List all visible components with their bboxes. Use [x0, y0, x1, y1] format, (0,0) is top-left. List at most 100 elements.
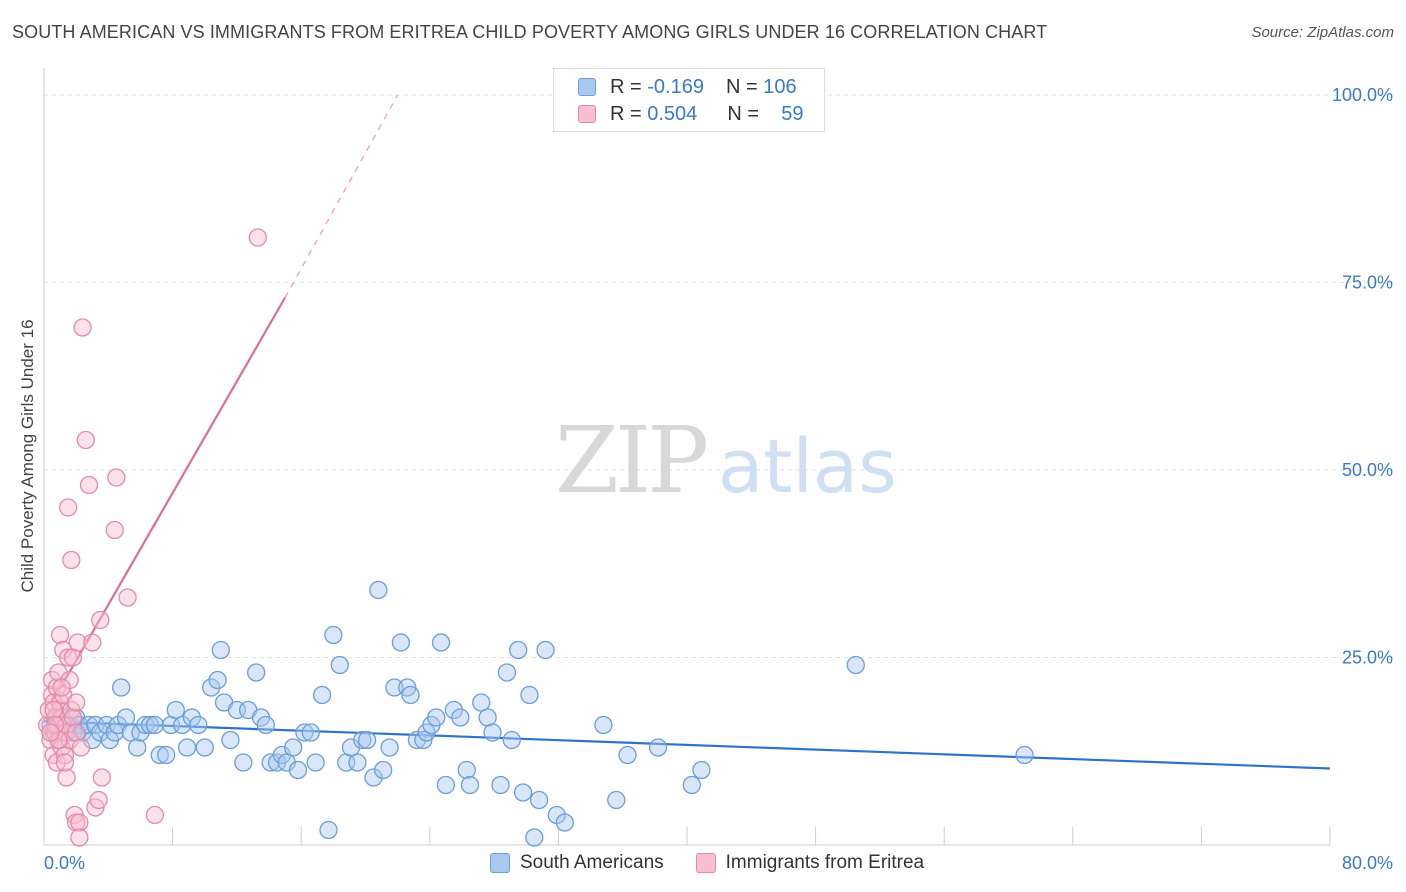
- axes: [43, 68, 1331, 846]
- point-south-americans: [607, 790, 626, 810]
- point-eritrea: [52, 678, 71, 697]
- point-south-americans: [353, 730, 372, 750]
- point-south-americans: [112, 678, 131, 697]
- trend-line-eritrea: [51, 296, 287, 704]
- point-south-americans: [682, 775, 701, 795]
- point-south-americans: [140, 715, 160, 735]
- legend-r-value: 0.504: [647, 102, 698, 125]
- point-eritrea: [145, 805, 165, 825]
- gridlines: [44, 94, 1395, 658]
- watermark: ZIP atlas: [555, 407, 897, 514]
- legend-item-eritrea: Immigrants from Eritrea: [695, 852, 924, 874]
- point-south-americans: [208, 670, 227, 690]
- point-south-americans: [513, 783, 533, 802]
- legend-swatch-blue: [578, 78, 596, 96]
- point-south-americans: [385, 678, 404, 697]
- point-south-americans: [457, 760, 476, 780]
- point-south-americans: [306, 753, 325, 772]
- series-legend: South Americans Immigrants from Eritrea: [490, 852, 956, 874]
- watermark-zip: ZIP: [555, 407, 706, 514]
- point-eritrea: [248, 228, 267, 247]
- point-south-americans: [324, 625, 343, 645]
- point-south-americans: [374, 760, 393, 780]
- point-eritrea: [105, 520, 124, 540]
- point-eritrea: [91, 610, 110, 630]
- point-south-americans: [846, 655, 865, 675]
- data-points: [38, 228, 1034, 847]
- point-south-americans: [460, 775, 480, 795]
- point-south-americans: [189, 715, 208, 735]
- legend-n-value: 59: [781, 102, 804, 125]
- legend-r-value: -0.169: [647, 75, 704, 98]
- point-south-americans: [173, 715, 192, 735]
- legend-row-eritrea: R = 0.504 N = 59: [578, 102, 803, 126]
- point-south-americans: [364, 768, 383, 787]
- point-eritrea: [83, 633, 102, 652]
- point-eritrea: [89, 790, 108, 810]
- legend-r-label: R =: [610, 75, 642, 98]
- point-south-americans: [427, 708, 446, 727]
- legend-swatch-pink: [578, 105, 596, 123]
- y-tick-label: 50.0%: [1342, 460, 1393, 480]
- point-south-americans: [692, 760, 711, 780]
- point-eritrea: [68, 633, 87, 652]
- point-eritrea: [70, 828, 89, 847]
- point-eritrea: [44, 693, 63, 712]
- point-eritrea: [62, 550, 81, 570]
- point-south-americans: [525, 828, 544, 847]
- point-south-americans: [431, 633, 451, 652]
- point-south-americans: [529, 790, 549, 810]
- point-south-americans: [1015, 745, 1034, 765]
- point-eritrea: [57, 768, 76, 787]
- point-eritrea: [50, 625, 70, 645]
- point-eritrea: [67, 693, 86, 712]
- correlation-legend: R = -0.169 N = 106 R = 0.504 N = 59: [553, 68, 825, 132]
- legend-n-value: 106: [763, 75, 797, 98]
- source-label: Source: ZipAtlas.com: [1251, 24, 1394, 41]
- point-south-americans: [301, 723, 320, 742]
- point-south-americans: [312, 685, 332, 705]
- point-south-americans: [247, 663, 266, 682]
- point-south-americans: [182, 708, 202, 727]
- legend-label: South Americans: [520, 852, 664, 873]
- point-south-americans: [436, 775, 456, 795]
- point-south-americans: [145, 715, 165, 735]
- trend-line-eritrea-extension: [284, 94, 399, 298]
- point-eritrea: [73, 318, 92, 337]
- point-south-americans: [618, 745, 637, 765]
- point-south-americans: [509, 640, 528, 660]
- point-south-americans: [330, 655, 349, 675]
- point-eritrea: [92, 768, 112, 787]
- point-south-americans: [150, 745, 169, 765]
- point-eritrea: [79, 475, 99, 495]
- point-eritrea: [58, 498, 78, 517]
- point-south-americans: [451, 708, 470, 727]
- point-south-americans: [284, 738, 303, 757]
- point-eritrea: [41, 723, 60, 742]
- point-south-americans: [555, 813, 574, 832]
- point-south-americans: [357, 730, 377, 750]
- point-south-americans: [483, 723, 502, 742]
- point-south-americans: [136, 715, 155, 735]
- point-south-americans: [211, 640, 230, 660]
- point-south-americans: [128, 738, 147, 757]
- point-eritrea: [118, 588, 137, 607]
- point-south-americans: [497, 663, 517, 682]
- point-south-americans: [319, 820, 338, 840]
- point-eritrea: [58, 648, 78, 667]
- legend-swatch-blue: [490, 853, 510, 873]
- point-south-americans: [391, 633, 411, 652]
- point-south-americans: [348, 753, 367, 772]
- legend-row-south-americans: R = -0.169 N = 106: [578, 75, 797, 99]
- point-south-americans: [380, 738, 399, 757]
- point-south-americans: [444, 700, 464, 720]
- point-south-americans: [202, 678, 221, 697]
- point-south-americans: [157, 745, 176, 765]
- point-south-americans: [594, 715, 613, 735]
- point-south-americans: [491, 775, 510, 795]
- point-south-americans: [91, 723, 110, 742]
- legend-swatch-pink: [695, 853, 716, 873]
- point-south-americans: [221, 730, 240, 750]
- x-tick-label: 0.0%: [44, 853, 85, 873]
